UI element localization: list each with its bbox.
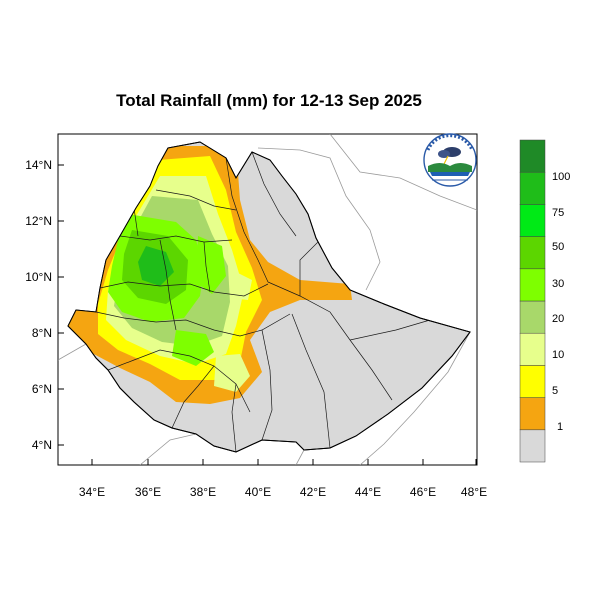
colorbar-swatch <box>519 332 546 366</box>
lon-tick-label: 40°E <box>245 485 271 499</box>
lat-tick-label: 10°N <box>25 270 52 284</box>
lon-tick-label: 48°E <box>461 485 487 499</box>
colorbar-label: 30 <box>552 278 564 290</box>
colorbar <box>519 139 546 463</box>
colorbar-label: 50 <box>552 241 564 253</box>
lat-tick-label: 14°N <box>25 158 52 172</box>
rainfall-fields <box>68 146 352 404</box>
admin-boundaries <box>95 151 431 452</box>
lat-tick-label: 12°N <box>25 214 52 228</box>
colorbar-swatch <box>519 236 546 270</box>
colorbar-swatch <box>519 300 546 334</box>
colorbar-swatch <box>519 139 546 173</box>
lat-tick-label: 8°N <box>32 326 52 340</box>
colorbar-label: 1 <box>557 421 563 433</box>
colorbar-labels: 100 75 50 30 20 10 5 1 <box>552 171 570 433</box>
axis-ticks <box>58 164 477 465</box>
colorbar-label: 20 <box>552 313 564 325</box>
colorbar-swatch <box>519 397 546 431</box>
colorbar-label: 10 <box>552 349 564 361</box>
colorbar-swatch <box>519 429 546 463</box>
map-title: Total Rainfall (mm) for 12-13 Sep 2025 <box>116 91 422 110</box>
lat-tick-label: 4°N <box>32 438 52 452</box>
colorbar-swatch <box>519 171 546 205</box>
lat-tick-label: 6°N <box>32 382 52 396</box>
lon-tick-label: 46°E <box>410 485 436 499</box>
neighbor-borders <box>58 134 477 465</box>
lon-tick-label: 42°E <box>300 485 326 499</box>
lon-tick-label: 36°E <box>135 485 161 499</box>
institute-logo <box>423 133 477 187</box>
lon-tick-label: 38°E <box>190 485 216 499</box>
colorbar-swatch <box>519 365 546 398</box>
lon-tick-label: 44°E <box>355 485 381 499</box>
colorbar-swatch <box>519 204 546 237</box>
colorbar-label: 5 <box>552 385 558 397</box>
colorbar-label: 75 <box>552 207 564 219</box>
colorbar-swatch <box>519 268 546 302</box>
colorbar-label: 100 <box>552 171 570 183</box>
lon-tick-label: 34°E <box>79 485 105 499</box>
